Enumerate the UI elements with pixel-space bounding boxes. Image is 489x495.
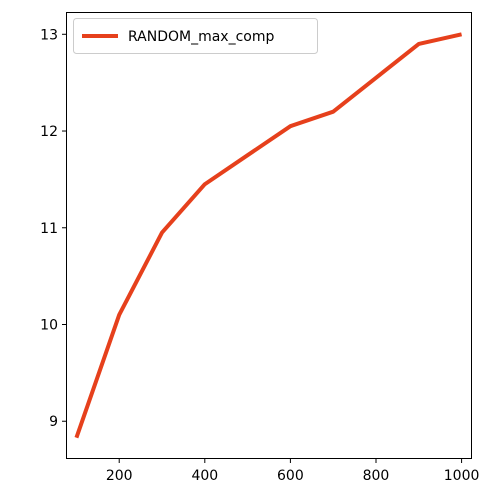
x-tick-label: 400 [191,468,218,484]
x-tick-label: 600 [277,468,304,484]
legend-label: RANDOM_max_comp [128,29,274,45]
x-tick-label: 800 [363,468,390,484]
y-tick-label: 10 [40,318,58,334]
x-axis: 200 400 600 800 1000 [106,458,480,484]
y-tick-label: 9 [49,414,58,430]
y-tick-label: 13 [40,27,58,43]
legend: RANDOM_max_comp [73,18,318,54]
series-line [74,32,463,439]
y-tick-label: 12 [40,124,58,140]
y-tick-label: 11 [40,221,58,237]
plot-frame [66,12,472,459]
x-tick-label: 1000 [444,468,480,484]
plot-area [74,32,463,439]
x-tick-label: 200 [106,468,133,484]
legend-box [73,18,318,54]
